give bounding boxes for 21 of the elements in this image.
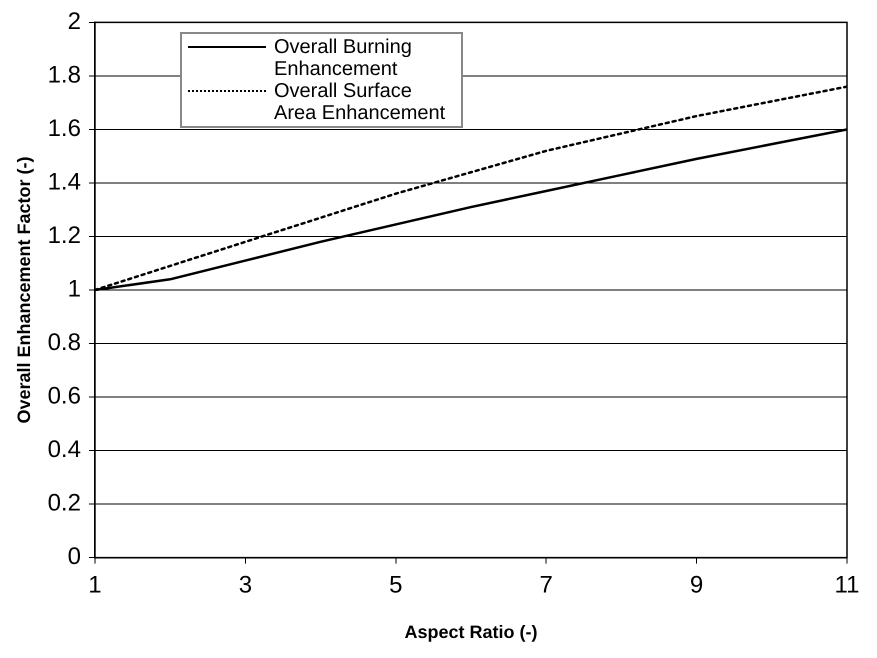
- y-tick-label: 0.2: [48, 490, 81, 517]
- x-tick-label: 1: [88, 572, 102, 599]
- y-tick-label: 2: [68, 8, 81, 36]
- y-tick-label: 1.6: [48, 115, 81, 142]
- y-tick-label: 0.4: [48, 436, 81, 464]
- x-tick-label: 11: [834, 572, 860, 599]
- y-tick-label: 0: [68, 543, 81, 570]
- y-tick-label: 0.8: [48, 329, 81, 356]
- legend-label: Overall Burning Enhancement: [274, 36, 413, 80]
- x-axis-title: Aspect Ratio (-): [404, 622, 538, 642]
- y-axis-title: Overall Enhancement Factor (-): [14, 156, 34, 424]
- x-tick-label: 3: [238, 572, 252, 599]
- x-tick-label: 7: [540, 572, 553, 599]
- x-tick-label: 5: [389, 572, 402, 599]
- y-tick-label: 1: [68, 276, 81, 303]
- y-tick-label: 0.6: [48, 382, 81, 410]
- legend-label: Overall Surface Area Enhancement: [274, 80, 446, 124]
- y-tick-label: 1.2: [48, 222, 81, 250]
- y-tick-label: 1.4: [48, 168, 81, 196]
- y-tick-label: 1.8: [48, 62, 81, 89]
- x-tick-label: 9: [690, 572, 704, 599]
